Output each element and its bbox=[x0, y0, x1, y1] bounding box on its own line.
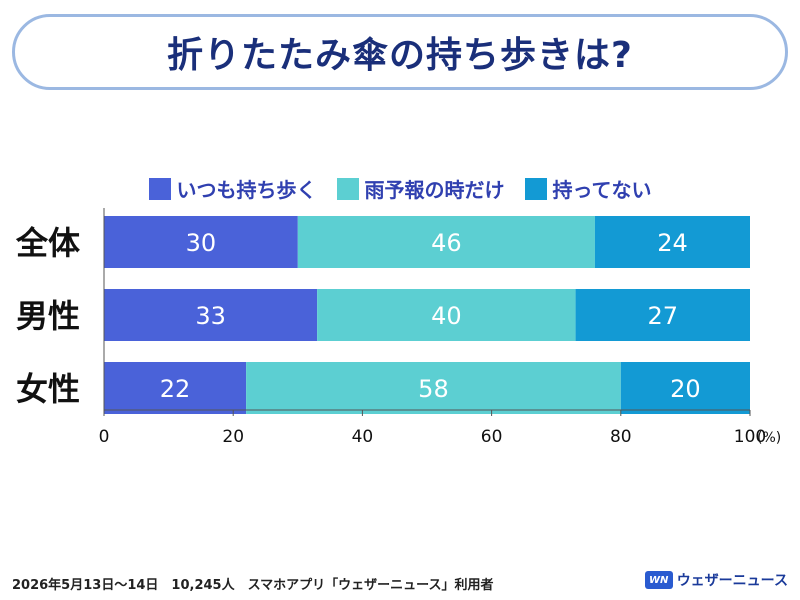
data-label: 46 bbox=[431, 229, 462, 257]
data-label: 58 bbox=[418, 375, 449, 403]
x-tick-label: 80 bbox=[610, 427, 632, 447]
legend-item-none: 持ってない bbox=[524, 174, 652, 203]
legend-label-always: いつも持ち歩く bbox=[176, 178, 317, 202]
x-tick-label: 100 bbox=[734, 427, 766, 447]
category-label: 男性 bbox=[16, 297, 80, 335]
chart-title: 折りたたみ傘の持ち歩きは? bbox=[167, 35, 633, 76]
brand-name: ウェザーニュース bbox=[676, 573, 788, 589]
legend-item-always: いつも持ち歩く bbox=[148, 174, 317, 203]
legend-swatch-rain-forecast bbox=[336, 177, 359, 200]
bar-segment bbox=[246, 362, 621, 414]
survey-note: 2026年5月13日〜14日 10,245人 スマホアプリ「ウェザーニュース」利… bbox=[12, 578, 494, 593]
title-banner: 折りたたみ傘の持ち歩きは? bbox=[12, 14, 788, 90]
data-label: 30 bbox=[186, 229, 217, 257]
category-label: 全体 bbox=[15, 224, 80, 262]
data-label: 24 bbox=[657, 229, 688, 257]
bar-segment bbox=[594, 216, 750, 268]
bar-segment bbox=[104, 289, 318, 341]
data-label: 40 bbox=[431, 302, 462, 330]
x-axis-unit: (%) bbox=[757, 430, 781, 446]
bar-segment bbox=[104, 362, 247, 414]
bar-segment bbox=[104, 216, 298, 268]
data-label: 20 bbox=[670, 375, 701, 403]
legend-swatch-always bbox=[148, 177, 171, 200]
bar-segment bbox=[297, 216, 595, 268]
bar-segment bbox=[620, 362, 750, 414]
x-tick-label: 60 bbox=[481, 427, 503, 447]
data-label: 22 bbox=[160, 375, 191, 403]
legend-label-none: 持ってない bbox=[552, 178, 652, 202]
x-tick-label: 0 bbox=[99, 427, 110, 447]
legend-item-rain-forecast: 雨予報の時だけ bbox=[336, 174, 505, 203]
legend: いつも持ち歩く 雨予報の時だけ 持ってない bbox=[0, 174, 800, 203]
x-tick-label: 20 bbox=[222, 427, 244, 447]
category-label: 女性 bbox=[16, 370, 80, 408]
data-label: 33 bbox=[195, 302, 226, 330]
x-tick-label: 40 bbox=[352, 427, 374, 447]
brand-logo-icon: WN bbox=[644, 571, 673, 589]
data-label: 27 bbox=[648, 302, 679, 330]
legend-label-rain-forecast: 雨予報の時だけ bbox=[364, 178, 505, 202]
bar-segment bbox=[575, 289, 750, 341]
brand: WN ウェザーニュース bbox=[644, 570, 788, 590]
legend-swatch-none bbox=[524, 177, 547, 200]
bar-segment bbox=[317, 289, 576, 341]
